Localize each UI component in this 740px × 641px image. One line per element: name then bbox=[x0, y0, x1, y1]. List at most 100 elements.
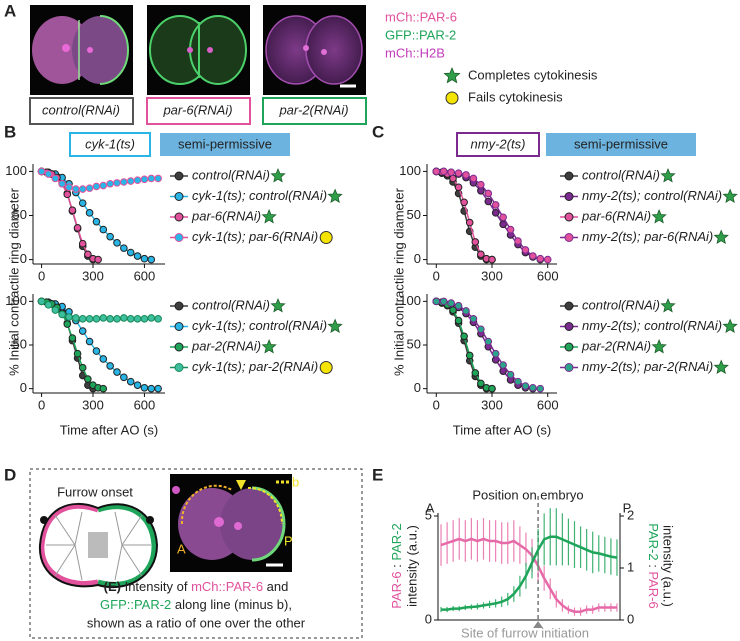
panel-label: E bbox=[372, 465, 383, 484]
data-point bbox=[94, 255, 102, 264]
y-tick-label: 0 bbox=[414, 251, 421, 266]
series-line bbox=[440, 537, 617, 613]
outcome-icon bbox=[713, 229, 729, 245]
legend-label: nmy-2(ts); control(RNAi) bbox=[582, 318, 722, 333]
x-tick-label: 600 bbox=[134, 397, 156, 412]
legend-swatch bbox=[564, 301, 574, 311]
legend-swatch bbox=[174, 342, 184, 352]
panel-label: C bbox=[372, 122, 384, 141]
data-point bbox=[99, 355, 108, 363]
x-tick-label: 300 bbox=[82, 397, 104, 412]
label-part: : bbox=[389, 561, 404, 572]
data-point bbox=[147, 255, 156, 264]
data-point bbox=[99, 181, 108, 190]
line-label: b bbox=[292, 474, 299, 489]
y-tick-label: 50 bbox=[13, 207, 27, 222]
data-point bbox=[471, 369, 480, 377]
x-tick-label: 600 bbox=[134, 268, 156, 283]
y-tick-label: 0 bbox=[414, 380, 421, 395]
legend-label: par-6(RNAi) bbox=[581, 208, 651, 223]
condition-label: par-6(RNAi) bbox=[162, 102, 232, 117]
data-point bbox=[529, 383, 537, 392]
data-point bbox=[447, 299, 455, 307]
x-axis-label: Time after AO (s) bbox=[453, 422, 551, 437]
data-point bbox=[477, 379, 485, 388]
x-tick-label: 600 bbox=[537, 397, 559, 412]
x-tick-label: 0 bbox=[38, 397, 45, 412]
data-point bbox=[449, 306, 457, 314]
label-part: PAR-2 bbox=[389, 523, 404, 560]
legend-swatch bbox=[174, 301, 184, 311]
data-point bbox=[84, 375, 92, 383]
data-point bbox=[469, 315, 478, 323]
outcome-icon bbox=[651, 208, 667, 224]
data-point bbox=[99, 384, 108, 393]
data-point bbox=[499, 361, 507, 369]
series-line bbox=[41, 300, 104, 390]
data-point bbox=[460, 198, 468, 207]
legend-swatch bbox=[174, 233, 184, 242]
x-tick-label: 0 bbox=[38, 268, 45, 283]
strain-box bbox=[456, 132, 540, 157]
annotation: Site of furrow initiation bbox=[461, 625, 589, 640]
data-point bbox=[84, 250, 92, 259]
axis-end-label: P bbox=[623, 500, 632, 515]
data-point bbox=[72, 314, 80, 322]
data-point bbox=[58, 179, 66, 188]
x-tick-label: 300 bbox=[82, 268, 104, 283]
legend-label: par-2(RNAi) bbox=[581, 338, 651, 353]
legend-label: control(RNAi) bbox=[582, 167, 660, 182]
data-point bbox=[471, 238, 480, 246]
caption-part: along line (minus b), bbox=[171, 597, 292, 612]
outcome-icon bbox=[660, 167, 676, 183]
data-point bbox=[521, 246, 530, 254]
label-part: PAR-6 bbox=[389, 571, 404, 608]
data-point bbox=[63, 320, 72, 328]
data-point bbox=[58, 310, 66, 319]
outcome-icon bbox=[327, 188, 343, 204]
legend-swatch bbox=[174, 171, 184, 181]
legend-swatch bbox=[564, 192, 574, 201]
data-point bbox=[465, 351, 474, 360]
data-point bbox=[106, 179, 114, 188]
outcome-icon bbox=[270, 297, 286, 313]
legend-swatch bbox=[174, 192, 184, 201]
data-point bbox=[85, 209, 94, 217]
y-axis-label: intensity (a.u.) bbox=[404, 525, 419, 607]
data-point bbox=[113, 315, 121, 323]
caption-part: Intensity of bbox=[121, 579, 191, 594]
data-point bbox=[154, 384, 162, 393]
legend-label: cyk-1(ts); control(RNAi) bbox=[192, 188, 327, 203]
data-point bbox=[63, 190, 72, 199]
data-point bbox=[44, 170, 53, 178]
data-point bbox=[113, 179, 121, 187]
y-tick-label: 50 bbox=[407, 336, 421, 351]
chart-title: Position on embryo bbox=[472, 487, 583, 502]
legend-swatch bbox=[564, 233, 574, 242]
x-tick-label: 300 bbox=[481, 397, 503, 412]
caption-part: and bbox=[263, 579, 288, 594]
line-label: A bbox=[177, 541, 186, 556]
outcome-icon bbox=[319, 231, 333, 244]
data-point bbox=[133, 252, 142, 260]
strain-box bbox=[69, 132, 151, 157]
data-point bbox=[37, 167, 46, 176]
x-axis-label: Time after AO (s) bbox=[60, 422, 158, 437]
strain-label: cyk-1(ts) bbox=[85, 136, 135, 151]
data-point bbox=[126, 177, 135, 185]
data-point bbox=[484, 337, 493, 346]
condition-box bbox=[160, 133, 290, 156]
condition-label: semi-permissive bbox=[574, 136, 668, 151]
legend-swatch bbox=[564, 342, 574, 352]
data-point bbox=[521, 382, 530, 390]
schematic bbox=[38, 503, 159, 589]
furrow-marker bbox=[533, 621, 544, 628]
data-point bbox=[51, 174, 60, 183]
data-point bbox=[432, 297, 441, 306]
data-point bbox=[78, 315, 87, 323]
data-point bbox=[449, 174, 457, 183]
data-point bbox=[65, 313, 73, 321]
data-point bbox=[126, 248, 135, 257]
data-point bbox=[462, 307, 470, 315]
